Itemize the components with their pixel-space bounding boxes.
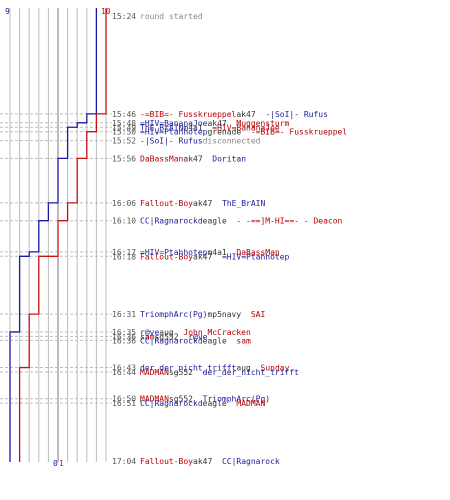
event-weapon: m4a1 [183,123,202,132]
event-weapon: sg552 [169,395,193,404]
event-time: 17:04 [112,457,136,466]
event-time: 16:17 [112,248,136,257]
event-time: 16:36 [112,336,136,345]
event-player: ThE_BrAIN [222,199,266,208]
event-weapon: aug [159,328,174,337]
event-player: der_der_nicht_trifft [203,368,300,377]
event-player: Doritan [212,154,246,163]
event-player: - -==]M-HI==- - Deacon [236,217,342,226]
event-weapon: ak47 [236,110,255,119]
event-weapon: ak47 [193,252,212,261]
event-weapon: ak47 [183,154,202,163]
event-player: MADMAN [236,399,265,408]
bottom-blue-label: 0 [53,459,58,468]
event-weapon: ak47 [193,199,212,208]
event-player: CC|Ragnarock [140,336,198,345]
event-weapon: sg552 [169,368,193,377]
event-player: -=BIB=- Fusskrueppel [251,128,348,137]
event-player: =HIV=Ptahhotep [140,128,208,137]
event-player: =HIV=Ptahhotep [222,252,290,261]
event-time: 16:43 [112,364,136,373]
event-player: CC|Ragnarock [140,217,198,226]
event-player: John McCracken [183,328,251,337]
event-player: DaBassMan [236,248,280,257]
blue-team-line [9,8,98,462]
event-player: Muggensturm [236,119,289,128]
event-weapon: ak47 [207,119,226,128]
event-weapon: ak47 [193,457,212,466]
event-player: TriomphArc(Pg) [203,395,270,404]
event-player: Fallout-Boy [140,252,193,261]
event-weapon: aug [236,364,251,373]
event-player: Fallout-Boy [140,199,193,208]
event-note: round started [140,12,203,21]
event-time: 16:35 [112,328,136,337]
event-player: SAI [251,310,266,319]
event-weapon: deagle [198,217,227,226]
event-time: 15:52 [112,137,136,146]
event-time: 16:31 [112,310,136,319]
event-time: 16:36 [112,332,136,341]
event-weapon: deagle [198,336,227,345]
event-player: =HIV=BananaJoe [212,123,280,132]
score-lines [9,8,107,462]
event-player: sam [236,336,251,345]
red-team-line [18,8,107,462]
event-weapon: grenade [207,128,241,137]
event-player: TriomphArc(Pg) [140,310,207,319]
left-top-label: 9 [5,7,10,16]
event-time: 15:46 [112,110,136,119]
event-time: 16:44 [112,368,136,377]
event-player: -=BIB=- Fusskrueppel [140,110,237,119]
event-time: 16:10 [112,217,136,226]
event-time: 15:50 [112,128,136,137]
event-player: CC|Ragnarock [222,457,280,466]
event-player: r@ve [140,328,159,337]
event-time: 15:48 [112,119,136,128]
event-player: DaBassMan [140,154,184,163]
event-player: MADMAN [140,368,169,377]
event-player: r@ve [188,332,207,341]
event-player: Sunday [261,364,290,373]
event-time: 16:50 [112,395,136,404]
event-time: 16:51 [112,399,136,408]
event-log: 15:24 round started 15:46 -=BIB=- Fusskruep… [112,12,347,466]
event-player: ThE_BrAIN [140,123,184,132]
event-player: =HIV=BananaJoe [140,119,208,128]
event-weapon: mp5navy [207,310,241,319]
event-weapon: deagle [198,399,227,408]
event-player: -|SoI|- Rufus [265,110,328,119]
event-player: CC|Ragnarock [140,399,198,408]
event-time: 16:06 [112,199,136,208]
event-weapon: m4a1 [207,248,226,257]
event-player: =HIV=Ptahhotep [140,248,208,257]
event-time: 15:24 [112,12,136,21]
event-player: Fallout-Boy [140,457,193,466]
event-time: 15:56 [112,154,136,163]
bottom-red-label: 1 [59,459,64,468]
event-guides [0,113,112,404]
right-top-label: 10 [101,7,111,16]
scale-labels: 9 10 0 1 [5,7,111,468]
event-player: sam [140,332,155,341]
event-player: -|SoI|- Rufus [140,137,203,146]
event-note: disconnected [203,137,261,146]
event-player: MADMAN [140,395,169,404]
event-weapon: sg552 [154,332,178,341]
event-time: 15:49 [112,123,136,132]
event-time: 16:18 [112,252,136,261]
event-player: der_der_nicht_trifft [140,364,237,373]
